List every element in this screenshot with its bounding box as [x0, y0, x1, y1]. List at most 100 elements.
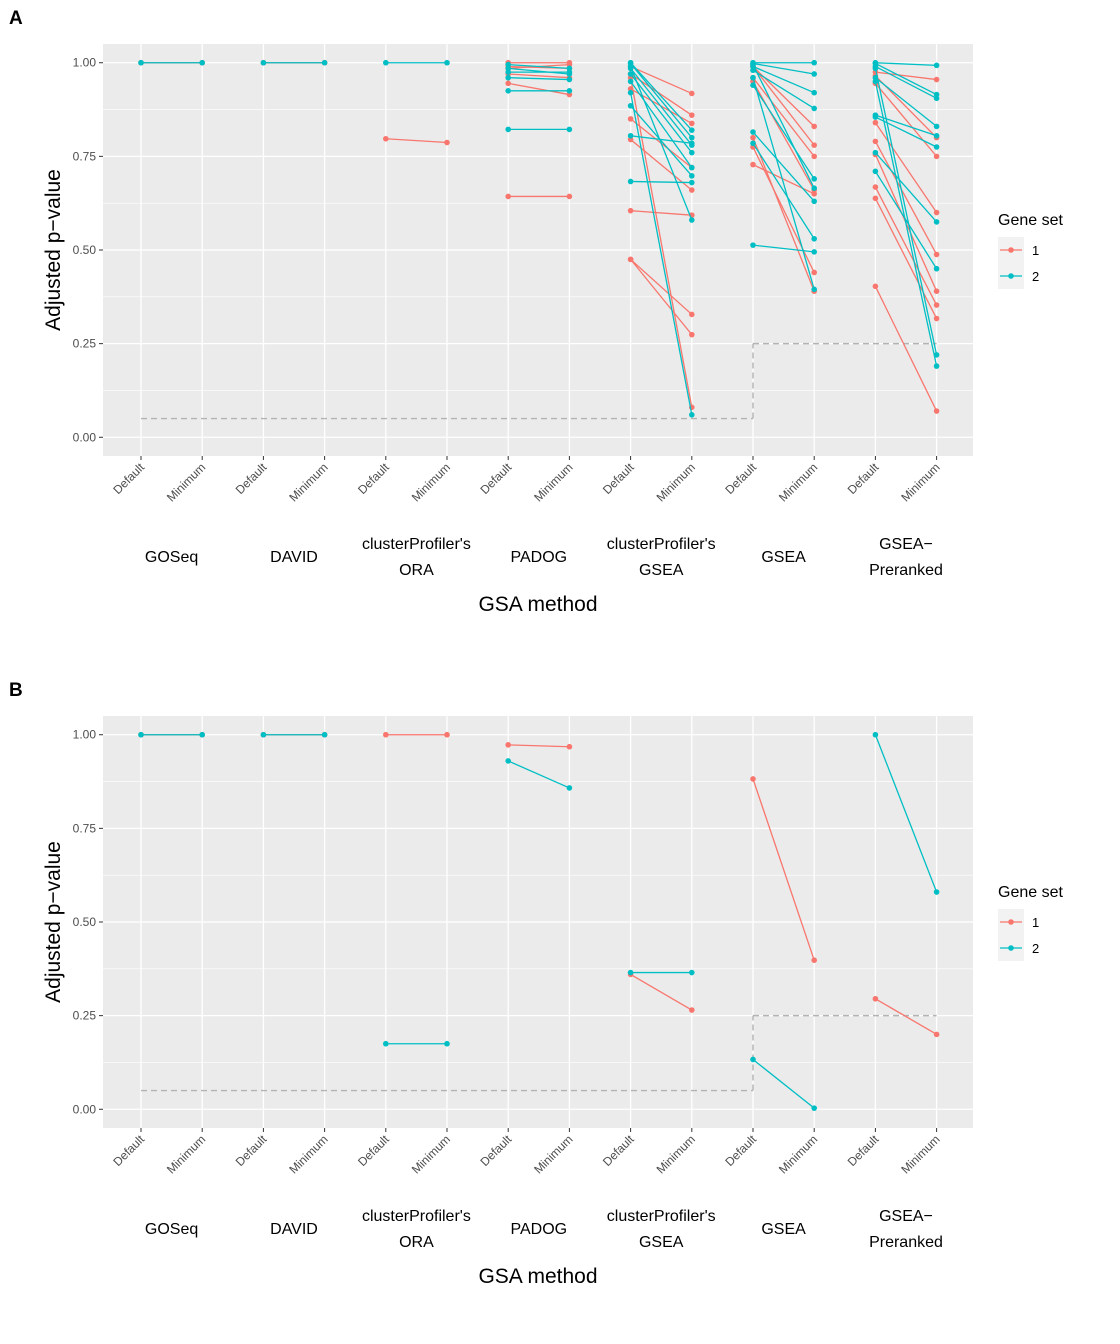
- series-2-point: [811, 235, 817, 242]
- series-2-segment: [630, 67, 693, 146]
- series-1-segment: [630, 210, 692, 216]
- series-2-point: [811, 198, 817, 205]
- series-1-segment: [752, 77, 815, 157]
- series-1-segment: [629, 77, 693, 408]
- series-1-point: [933, 408, 940, 414]
- method-label: clusterProfiler's: [607, 1208, 716, 1225]
- series-2-point: [872, 114, 879, 120]
- legend-title: Gene set: [998, 884, 1063, 901]
- method-label: clusterProfiler's: [607, 536, 716, 553]
- series-1-segment: [874, 286, 938, 412]
- series-2-point: [750, 74, 756, 81]
- series-2-point: [566, 71, 573, 77]
- series-2-point: [689, 134, 695, 141]
- x-tick-label: Minimum: [409, 1132, 453, 1176]
- series-1-point: [505, 742, 512, 748]
- series-2-point: [933, 352, 940, 358]
- series-1-segment: [874, 82, 938, 157]
- series-1-point: [689, 1007, 695, 1013]
- series-2-point: [505, 126, 512, 133]
- x-tick-label: Default: [110, 460, 147, 497]
- series-1-segment: [874, 186, 938, 306]
- x-tick-label: Default: [355, 1132, 392, 1169]
- series-1-point: [933, 288, 940, 295]
- x-tick-label: Minimum: [776, 1132, 820, 1176]
- series-2-point: [260, 59, 267, 66]
- series-1-segment: [630, 973, 693, 1011]
- series-1-segment: [752, 137, 815, 292]
- series-2-segment: [629, 66, 693, 221]
- legend-entry-label: 1: [1032, 243, 1039, 258]
- series-2-segment: [874, 77, 938, 127]
- series-2-point: [811, 1105, 817, 1111]
- series-2-point: [627, 89, 634, 96]
- series-1-point: [689, 187, 695, 193]
- series-2-point: [199, 731, 205, 738]
- y-tick-label: 0.00: [73, 430, 97, 444]
- x-tick-label: Minimum: [164, 460, 208, 504]
- series-1-point: [689, 331, 695, 338]
- series-2-point: [750, 242, 756, 248]
- legend-title: Gene set: [998, 212, 1063, 229]
- series-2-point: [750, 129, 756, 135]
- series-2-point: [627, 969, 634, 976]
- series-2-point: [566, 126, 573, 133]
- method-label: ORA: [399, 562, 434, 579]
- method-label: Preranked: [869, 1234, 943, 1251]
- series-2-segment: [874, 68, 938, 356]
- series-1-point: [689, 120, 695, 127]
- series-2-segment: [752, 65, 815, 94]
- series-1-segment: [752, 81, 815, 191]
- series-1-point: [933, 153, 940, 160]
- series-1-point: [872, 195, 879, 202]
- method-label: GSEA: [761, 1221, 806, 1238]
- series-2-segment: [875, 116, 937, 148]
- series-2-segment: [630, 81, 693, 168]
- series-1-point: [872, 119, 879, 126]
- series-2-segment: [874, 734, 938, 893]
- series-2-segment: [752, 64, 815, 189]
- series-2-point: [811, 105, 817, 112]
- series-2-segment: [630, 180, 692, 184]
- series-1-segment: [874, 141, 938, 255]
- method-label: GOSeq: [145, 1221, 198, 1238]
- x-tick-label: Default: [722, 460, 759, 497]
- series-1-point: [444, 139, 450, 146]
- series-2-segment: [752, 69, 815, 109]
- series-1-point: [566, 59, 573, 66]
- series-2-point: [566, 76, 573, 83]
- series-2-point: [689, 164, 695, 171]
- series-2-point: [811, 89, 817, 96]
- series-2-point: [505, 758, 512, 764]
- x-axis-title: GSA method: [478, 1265, 597, 1288]
- series-2-segment: [875, 65, 937, 99]
- series-2-segment: [874, 81, 938, 367]
- series-2-segment: [630, 62, 693, 131]
- x-tick-label: Default: [110, 1132, 147, 1169]
- chart-panel-a: A 0.00 0.25 0.50 0.75 1.00 Default Minimum Defau…: [9, 8, 1063, 616]
- method-label: GOSeq: [145, 549, 198, 566]
- series-2-segment: [630, 63, 693, 139]
- legend-entry-label: 2: [1032, 941, 1039, 956]
- x-tick-label: Default: [355, 460, 392, 497]
- series-2-segment: [630, 135, 692, 144]
- y-tick-label: 0.25: [73, 1009, 97, 1023]
- series-2-point: [321, 59, 328, 66]
- x-tick-label: Minimum: [898, 1132, 942, 1176]
- x-tick-label: Minimum: [531, 460, 575, 504]
- series-2-point: [811, 71, 817, 77]
- series-1-point: [689, 311, 695, 318]
- series-2-point: [627, 78, 634, 85]
- series-1-point: [872, 184, 879, 190]
- series-1-point: [566, 193, 573, 200]
- x-tick-label: Minimum: [286, 460, 330, 504]
- legend-entry-label: 1: [1032, 915, 1039, 930]
- series-2-point: [383, 59, 389, 66]
- series-1-point: [627, 116, 634, 122]
- series-2-point: [872, 731, 879, 738]
- series-2-point: [689, 127, 695, 133]
- series-2-segment: [507, 760, 570, 789]
- legend-key-point: [1008, 273, 1014, 279]
- series-2-segment: [752, 84, 815, 180]
- series-1-point: [933, 251, 940, 258]
